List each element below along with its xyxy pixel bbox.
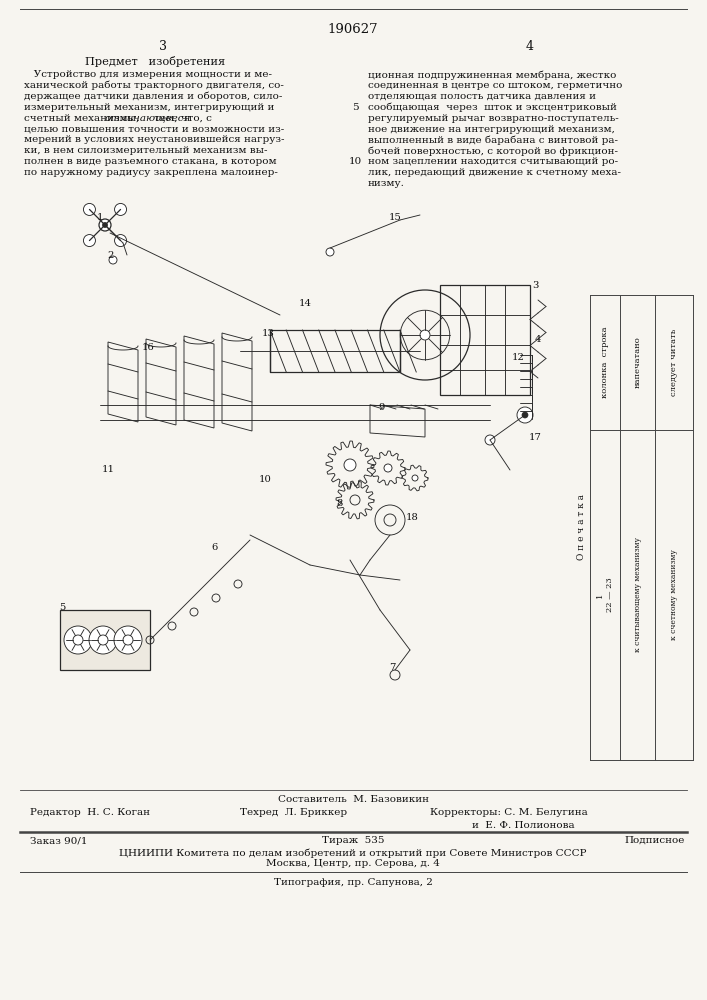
Circle shape bbox=[73, 635, 83, 645]
Circle shape bbox=[115, 235, 127, 247]
Text: Устройство для измерения мощности и ме-: Устройство для измерения мощности и ме- bbox=[24, 70, 272, 79]
Circle shape bbox=[412, 475, 418, 481]
Text: ханической работы тракторного двигателя, со-: ханической работы тракторного двигателя,… bbox=[24, 81, 284, 90]
Circle shape bbox=[123, 635, 133, 645]
Text: ки, в нем силоизмерительный механизм вы-: ки, в нем силоизмерительный механизм вы- bbox=[24, 146, 267, 155]
Text: 8: 8 bbox=[337, 498, 343, 508]
Text: 12: 12 bbox=[512, 354, 525, 362]
Text: целью повышения точности и возможности из-: целью повышения точности и возможности и… bbox=[24, 124, 284, 133]
Text: колонка  строка: колонка строка bbox=[601, 327, 609, 398]
Text: 18: 18 bbox=[406, 514, 419, 522]
Text: Подписное: Подписное bbox=[624, 836, 685, 845]
Text: 7: 7 bbox=[389, 664, 395, 672]
Text: 9: 9 bbox=[379, 403, 385, 412]
Circle shape bbox=[485, 435, 495, 445]
Text: ное движение на интегрирующий механизм,: ное движение на интегрирующий механизм, bbox=[368, 124, 615, 133]
Text: Редактор  Н. С. Коган: Редактор Н. С. Коган bbox=[30, 808, 150, 817]
Text: 14: 14 bbox=[298, 298, 312, 308]
Text: сообщающая  через  шток и эксцентриковый: сообщающая через шток и эксцентриковый bbox=[368, 103, 617, 112]
Text: выполненный в виде барабана с винтовой ра-: выполненный в виде барабана с винтовой р… bbox=[368, 135, 618, 145]
Bar bbox=[60, 610, 150, 670]
Text: и  Е. Ф. Полионова: и Е. Ф. Полионова bbox=[472, 821, 575, 830]
Text: 5: 5 bbox=[59, 602, 65, 611]
Text: полнен в виде разъемного стакана, в котором: полнен в виде разъемного стакана, в кото… bbox=[24, 157, 276, 166]
Text: по наружному радиусу закреплена малоинер-: по наружному радиусу закреплена малоинер… bbox=[24, 168, 278, 177]
Text: ционная подпружиненная мембрана, жестко: ционная подпружиненная мембрана, жестко bbox=[368, 70, 617, 80]
Text: 4: 4 bbox=[534, 336, 542, 344]
Text: 10: 10 bbox=[259, 476, 271, 485]
Text: к считывающему механизму: к считывающему механизму bbox=[633, 538, 641, 652]
Text: измерительный механизм, интегрирующий и: измерительный механизм, интегрирующий и bbox=[24, 103, 274, 112]
Text: 5: 5 bbox=[351, 103, 358, 112]
Text: 2: 2 bbox=[107, 250, 113, 259]
Bar bbox=[440, 285, 530, 395]
Text: ном зацеплении находится считывающий ро-: ном зацеплении находится считывающий ро- bbox=[368, 157, 618, 166]
Text: напечатано: напечатано bbox=[633, 337, 641, 388]
Circle shape bbox=[98, 635, 108, 645]
Text: 4: 4 bbox=[526, 40, 534, 53]
Circle shape bbox=[83, 235, 95, 247]
Text: ЦНИИПИ Комитета по делам изобретений и открытий при Совете Министров СССР: ЦНИИПИ Комитета по делам изобретений и о… bbox=[119, 848, 587, 857]
Circle shape bbox=[344, 459, 356, 471]
Text: 11: 11 bbox=[102, 466, 115, 475]
Circle shape bbox=[64, 626, 92, 654]
Circle shape bbox=[83, 203, 95, 215]
Circle shape bbox=[420, 330, 430, 340]
Text: 190627: 190627 bbox=[327, 23, 378, 36]
Text: Тираж  535: Тираж 535 bbox=[322, 836, 384, 845]
Text: бочей поверхностью, с которой во фрикцион-: бочей поверхностью, с которой во фрикцио… bbox=[368, 146, 618, 156]
Text: 1
22 — 23: 1 22 — 23 bbox=[597, 578, 614, 612]
Text: мерений в условиях неустановившейся нагруз-: мерений в условиях неустановившейся нагр… bbox=[24, 135, 284, 144]
Circle shape bbox=[89, 626, 117, 654]
Circle shape bbox=[99, 219, 111, 231]
Text: тем, что, с: тем, что, с bbox=[151, 114, 212, 123]
Text: отделяющая полость датчика давления и: отделяющая полость датчика давления и bbox=[368, 92, 596, 101]
Text: низму.: низму. bbox=[368, 179, 405, 188]
Text: Техред  Л. Бриккер: Техред Л. Бриккер bbox=[240, 808, 347, 817]
Circle shape bbox=[115, 203, 127, 215]
Circle shape bbox=[109, 256, 117, 264]
Text: 3: 3 bbox=[532, 280, 538, 290]
Text: 13: 13 bbox=[262, 328, 274, 338]
Text: 15: 15 bbox=[389, 213, 402, 222]
Text: Составитель  М. Базовикин: Составитель М. Базовикин bbox=[278, 795, 428, 804]
Circle shape bbox=[517, 407, 533, 423]
Text: счетный механизмы,: счетный механизмы, bbox=[24, 114, 143, 123]
Circle shape bbox=[522, 412, 528, 418]
Text: к счетному механизму: к счетному механизму bbox=[670, 550, 678, 640]
Text: Предмет   изобретения: Предмет изобретения bbox=[85, 56, 225, 67]
Text: держащее датчики давления и оборотов, сило-: держащее датчики давления и оборотов, си… bbox=[24, 92, 282, 101]
Text: Заказ 90/1: Заказ 90/1 bbox=[30, 836, 88, 845]
Text: регулируемый рычаг возвратно-поступатель-: регулируемый рычаг возвратно-поступатель… bbox=[368, 114, 619, 123]
Text: 6: 6 bbox=[212, 544, 218, 552]
Text: 17: 17 bbox=[529, 434, 542, 442]
Text: 3: 3 bbox=[159, 40, 167, 53]
Text: Типография, пр. Сапунова, 2: Типография, пр. Сапунова, 2 bbox=[274, 878, 433, 887]
Text: О п е ч а т к а: О п е ч а т к а bbox=[578, 494, 587, 560]
Text: лик, передающий движение к счетному меха-: лик, передающий движение к счетному меха… bbox=[368, 168, 621, 177]
Text: 10: 10 bbox=[349, 157, 361, 166]
Circle shape bbox=[326, 248, 334, 256]
Text: 16: 16 bbox=[141, 344, 154, 353]
Text: соединенная в центре со штоком, герметично: соединенная в центре со штоком, герметич… bbox=[368, 81, 622, 90]
Text: следует читать: следует читать bbox=[670, 329, 678, 396]
Circle shape bbox=[114, 626, 142, 654]
Text: 1: 1 bbox=[97, 214, 103, 223]
Text: Москва, Центр, пр. Серова, д. 4: Москва, Центр, пр. Серова, д. 4 bbox=[266, 859, 440, 868]
Circle shape bbox=[384, 464, 392, 472]
Circle shape bbox=[103, 223, 107, 228]
Text: отличающееся: отличающееся bbox=[104, 114, 191, 123]
Text: Корректоры: С. М. Белугина: Корректоры: С. М. Белугина bbox=[430, 808, 588, 817]
